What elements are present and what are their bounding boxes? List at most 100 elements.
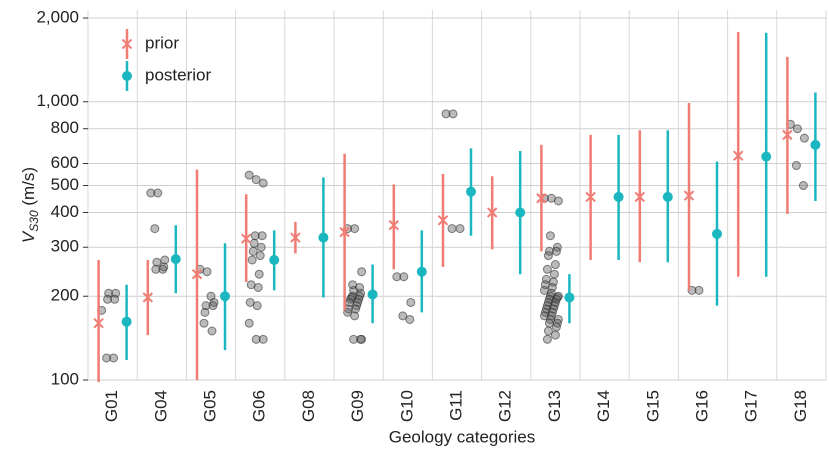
observation xyxy=(109,353,119,363)
x-axis-label: Geology categories xyxy=(389,427,535,446)
y-tick-label: 1,000 xyxy=(36,91,79,110)
observation xyxy=(551,322,561,332)
observation xyxy=(548,304,558,314)
observation xyxy=(152,257,162,267)
x-tick-label: G18 xyxy=(791,390,810,422)
observation xyxy=(357,267,367,277)
observation xyxy=(791,161,801,171)
estimate-marker xyxy=(634,191,646,203)
estimate-marker xyxy=(712,228,722,239)
observation xyxy=(349,334,359,344)
observation xyxy=(247,255,257,265)
observation xyxy=(351,304,361,314)
estimate-marker xyxy=(486,207,498,218)
x-tick-label: G11 xyxy=(446,390,465,421)
estimate-marker xyxy=(220,291,230,302)
estimate-marker xyxy=(613,191,624,202)
observation xyxy=(255,251,265,261)
x-tick-label: G14 xyxy=(594,390,613,422)
observation xyxy=(798,181,808,191)
estimate-marker xyxy=(191,269,203,280)
x-tick-label: G13 xyxy=(545,390,564,422)
estimate-marker xyxy=(761,151,772,162)
observation xyxy=(406,297,416,307)
estimate-marker xyxy=(367,289,378,300)
legend-label: prior xyxy=(145,33,179,52)
x-tick-label: G06 xyxy=(250,390,269,422)
estimate-marker xyxy=(339,226,350,238)
x-tick-label: G10 xyxy=(397,390,416,422)
x-tick-label: G05 xyxy=(200,390,219,422)
observation xyxy=(150,224,160,234)
estimate-marker xyxy=(782,129,793,141)
y-tick-label: 600 xyxy=(51,153,79,172)
x-tick-label: G17 xyxy=(742,390,761,422)
observation xyxy=(244,170,254,180)
observation xyxy=(160,255,170,265)
y-tick-label: 800 xyxy=(51,118,79,137)
observation xyxy=(543,251,553,261)
y-label-sub: S30 xyxy=(27,210,41,232)
estimate-marker xyxy=(269,254,280,265)
plot-area xyxy=(93,32,821,382)
y-tick-label: 100 xyxy=(51,369,79,388)
observation xyxy=(448,109,458,119)
observation xyxy=(355,283,365,293)
observation xyxy=(455,224,465,234)
observation xyxy=(199,318,209,328)
legend: prior posterior xyxy=(121,29,211,91)
axes: 100 200 300 400 500 600 800 1,000 2,000 G01 G04 G05… xyxy=(36,7,809,422)
legend-marker xyxy=(121,38,133,50)
observation xyxy=(542,334,552,344)
estimate-marker xyxy=(564,292,575,303)
observation xyxy=(553,196,563,206)
estimate-marker xyxy=(585,191,596,203)
estimate-marker xyxy=(536,193,547,204)
observation xyxy=(251,175,261,185)
observation xyxy=(258,334,268,344)
observation xyxy=(551,246,561,256)
y-label-main: V xyxy=(19,230,38,243)
observation xyxy=(254,269,264,279)
observation xyxy=(405,314,415,324)
estimate-marker xyxy=(142,292,154,303)
observation xyxy=(200,307,210,317)
observation xyxy=(206,291,216,301)
observation xyxy=(252,301,262,311)
legend-label: posterior xyxy=(145,65,211,84)
observation xyxy=(694,285,704,295)
observation xyxy=(447,224,457,234)
estimate-marker xyxy=(810,139,821,150)
grid xyxy=(87,10,827,381)
legend-marker xyxy=(122,71,132,81)
observation xyxy=(146,188,156,198)
observation xyxy=(202,267,212,277)
observation xyxy=(153,188,163,198)
x-tick-label: G16 xyxy=(692,390,711,422)
observation xyxy=(398,311,408,321)
observation xyxy=(550,330,560,340)
x-tick-label: G12 xyxy=(496,390,515,422)
observation xyxy=(799,133,809,143)
estimate-marker xyxy=(170,254,181,265)
observation xyxy=(151,264,161,274)
y-tick-label: 300 xyxy=(51,237,79,256)
observation xyxy=(350,311,360,321)
observation xyxy=(256,242,266,252)
observation xyxy=(792,124,802,134)
observation xyxy=(441,109,451,119)
estimate-marker xyxy=(240,233,252,244)
observation xyxy=(110,294,120,304)
y-tick-label: 2,000 xyxy=(36,7,79,26)
estimate-marker xyxy=(290,232,301,243)
estimate-marker xyxy=(121,316,132,327)
observation xyxy=(350,224,360,234)
observation xyxy=(248,246,258,256)
estimate-marker xyxy=(388,220,400,231)
x-tick-label: G08 xyxy=(299,390,318,422)
observation xyxy=(158,264,168,274)
observation xyxy=(208,301,218,311)
estimate-marker xyxy=(318,232,329,243)
observation xyxy=(102,353,112,363)
